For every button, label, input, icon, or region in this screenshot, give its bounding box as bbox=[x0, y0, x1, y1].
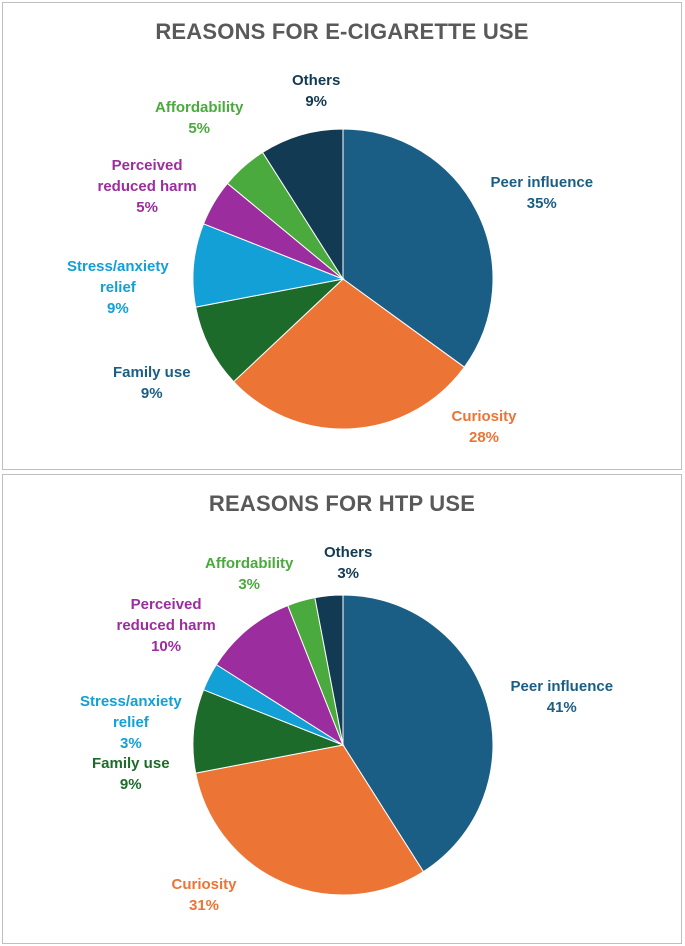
slice-percent: 5% bbox=[136, 198, 158, 216]
slice-label-stress-anxiety-relief: Stress/anxiety relief 9% bbox=[67, 256, 169, 319]
slice-name: Others bbox=[292, 72, 341, 89]
slice-label-curiosity: Curiosity 31% bbox=[172, 874, 237, 916]
pie-slice-family-use bbox=[195, 278, 345, 383]
slice-percent: 28% bbox=[468, 429, 500, 446]
slice-name: Curiosity bbox=[171, 876, 237, 893]
slice-percent: 9% bbox=[119, 776, 142, 793]
pie-slice-others bbox=[314, 594, 344, 746]
slice-percent: 31% bbox=[188, 897, 220, 914]
slice-percent: 3% bbox=[337, 565, 360, 582]
ecig-pie bbox=[192, 128, 494, 430]
slice-name: relief bbox=[112, 713, 149, 731]
slice-label-curiosity: Curiosity 28% bbox=[452, 406, 517, 448]
slice-label-perceived-reduced-harm: Perceived reduced harm 5% bbox=[98, 155, 197, 218]
slice-name: Perceived bbox=[111, 156, 183, 174]
slice-percent: 9% bbox=[305, 93, 328, 110]
slice-name: Peer influence bbox=[510, 678, 614, 695]
slice-name: Peer influence bbox=[490, 174, 594, 191]
pie-slice-curiosity bbox=[195, 744, 425, 896]
htp-chart-panel: REASONS FOR HTP USE Peer influence 41% Cur… bbox=[2, 474, 682, 944]
slice-label-family-use: Family use 9% bbox=[113, 362, 191, 404]
slice-name: relief bbox=[99, 278, 136, 296]
slice-label-others: Others 9% bbox=[292, 70, 340, 112]
slice-percent: 3% bbox=[238, 576, 261, 593]
slice-name: Affordability bbox=[205, 555, 294, 572]
slice-label-affordability: Affordability 5% bbox=[155, 97, 243, 139]
pie-slice-peer-influence bbox=[342, 594, 494, 873]
slice-label-stress-anxiety-relief: Stress/anxiety relief 3% bbox=[80, 691, 182, 754]
slice-name: Affordability bbox=[155, 99, 244, 116]
slice-label-others: Others 3% bbox=[324, 542, 372, 584]
slice-label-peer-influence: Peer influence 41% bbox=[511, 676, 614, 718]
slice-label-perceived-reduced-harm: Perceived reduced harm 10% bbox=[117, 594, 216, 657]
slice-name: reduced harm bbox=[116, 616, 216, 634]
slice-percent: 10% bbox=[151, 637, 182, 655]
slice-name: Curiosity bbox=[451, 408, 517, 425]
slice-percent: 5% bbox=[188, 120, 211, 137]
slice-label-affordability: Affordability 3% bbox=[205, 553, 293, 595]
pie-slice-curiosity bbox=[232, 278, 466, 430]
slice-label-family-use: Family use 9% bbox=[92, 753, 170, 795]
slice-name: Family use bbox=[113, 364, 191, 381]
pie-slice-perceived-reduced-harm bbox=[215, 604, 345, 747]
pie-slice-peer-influence bbox=[342, 128, 494, 368]
slice-name: Others bbox=[324, 544, 373, 561]
slice-percent: 41% bbox=[546, 699, 577, 716]
ecig-chart-panel: REASONS FOR E-CIGARETTE USE Peer influen… bbox=[2, 2, 682, 470]
slice-percent: 9% bbox=[107, 299, 129, 317]
slice-name: Family use bbox=[92, 755, 170, 772]
pie-slice-stress-anxiety-relief bbox=[192, 223, 345, 308]
pie-slice-others bbox=[261, 128, 344, 281]
slice-name: Stress/anxiety bbox=[80, 692, 182, 710]
slice-name: Perceived bbox=[130, 595, 202, 613]
chart-title: REASONS FOR HTP USE bbox=[208, 491, 476, 516]
htp-pie bbox=[192, 594, 494, 896]
chart-title: REASONS FOR E-CIGARETTE USE bbox=[155, 19, 529, 44]
slice-percent: 3% bbox=[120, 734, 142, 752]
slice-name: Stress/anxiety bbox=[67, 257, 169, 275]
pie-slice-family-use bbox=[192, 689, 345, 774]
slice-name: reduced harm bbox=[97, 177, 197, 195]
slice-label-peer-influence: Peer influence 35% bbox=[491, 172, 594, 214]
slice-percent: 35% bbox=[526, 195, 557, 212]
slice-percent: 9% bbox=[140, 385, 163, 402]
